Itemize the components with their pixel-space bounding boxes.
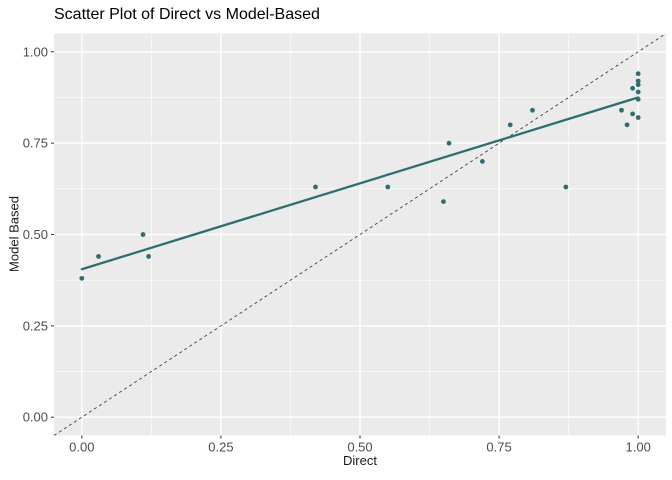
data-point: [507, 122, 513, 128]
data-point: [140, 232, 146, 237]
plot-title: Scatter Plot of Direct vs Model-Based: [54, 6, 320, 23]
x-tick-label: 0.75: [486, 440, 511, 455]
identity-line: [53, 33, 667, 436]
data-point: [446, 140, 452, 146]
data-point: [630, 111, 636, 117]
x-tick-label: 0.25: [208, 440, 233, 455]
data-point: [635, 71, 641, 77]
data-point: [635, 78, 641, 84]
data-point: [313, 184, 318, 190]
data-point: [635, 96, 641, 102]
data-point: [79, 275, 85, 281]
y-tick-label: 0.00: [23, 410, 48, 425]
data-point: [146, 254, 151, 259]
data-point: [635, 115, 641, 120]
data-point: [563, 184, 569, 190]
y-axis-title: Model Based: [6, 196, 22, 272]
data-point: [619, 107, 624, 113]
x-axis-title: Direct: [343, 453, 377, 468]
data-point: [385, 184, 391, 190]
y-tick-label: 0.50: [23, 227, 48, 242]
y-tick-label: 0.75: [23, 136, 48, 151]
data-point: [630, 85, 636, 91]
y-tick-label: 1.00: [23, 44, 48, 59]
x-tick-label: 0.00: [69, 440, 94, 455]
data-point: [96, 254, 101, 259]
x-tick-label: 0.50: [347, 440, 372, 455]
trend-line: [80, 96, 640, 271]
data-point: [635, 89, 641, 95]
data-point: [624, 122, 630, 128]
x-tick-label: 1.00: [626, 440, 651, 455]
data-point: [530, 107, 535, 113]
y-tick-label: 0.25: [23, 318, 48, 333]
data-point: [635, 82, 641, 88]
data-point: [441, 199, 446, 205]
data-point: [480, 159, 485, 164]
